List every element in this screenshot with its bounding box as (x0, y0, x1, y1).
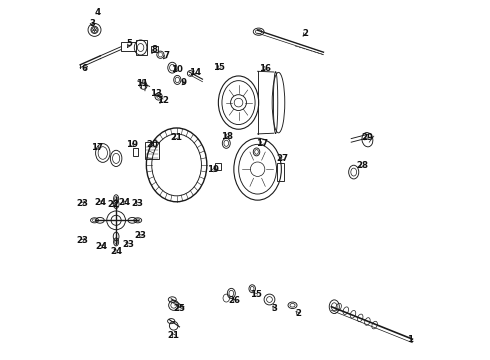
Text: 12: 12 (157, 95, 169, 104)
Text: 6: 6 (82, 64, 88, 73)
Text: 5: 5 (127, 40, 133, 49)
Text: 15: 15 (250, 290, 262, 299)
Bar (133, 148, 139, 156)
Text: 27: 27 (277, 154, 289, 163)
Text: 9: 9 (181, 78, 187, 87)
Text: 23: 23 (76, 236, 88, 245)
Text: 4: 4 (95, 8, 100, 17)
Text: 3: 3 (271, 305, 277, 313)
Text: 22: 22 (108, 200, 120, 209)
Text: 15: 15 (213, 63, 225, 72)
Text: 19: 19 (207, 165, 220, 174)
Text: 23: 23 (76, 199, 88, 208)
Text: 1: 1 (407, 335, 413, 343)
Text: 21: 21 (170, 133, 182, 142)
Text: 14: 14 (189, 68, 201, 77)
Text: 17: 17 (91, 143, 103, 152)
Text: 29: 29 (362, 133, 373, 142)
Text: 28: 28 (356, 161, 368, 170)
Text: 16: 16 (259, 64, 271, 73)
Bar (121, 42, 136, 51)
Text: 24: 24 (119, 198, 130, 207)
Text: 20: 20 (146, 140, 158, 149)
Text: 13: 13 (150, 89, 162, 98)
Bar (277, 163, 284, 181)
Text: 24: 24 (110, 247, 122, 256)
Bar (151, 46, 158, 52)
Text: 2: 2 (302, 29, 309, 37)
Text: 2: 2 (295, 309, 301, 318)
Text: 7: 7 (164, 51, 170, 60)
Text: 25: 25 (173, 305, 185, 313)
Text: 24: 24 (95, 242, 107, 251)
Text: 3: 3 (89, 19, 95, 28)
Text: 11: 11 (136, 79, 148, 88)
Text: 10: 10 (171, 65, 183, 74)
Bar (136, 40, 147, 55)
Text: 23: 23 (132, 199, 144, 208)
Text: 19: 19 (125, 140, 138, 149)
Text: 23: 23 (122, 240, 134, 248)
Text: 26: 26 (228, 296, 240, 305)
Text: 23: 23 (135, 231, 147, 240)
Text: 24: 24 (94, 198, 106, 207)
Text: 17: 17 (256, 139, 269, 148)
Text: 8: 8 (151, 45, 157, 54)
Bar (216, 163, 221, 170)
Text: 21: 21 (168, 331, 180, 340)
Bar (145, 142, 159, 159)
Text: 18: 18 (221, 132, 233, 140)
